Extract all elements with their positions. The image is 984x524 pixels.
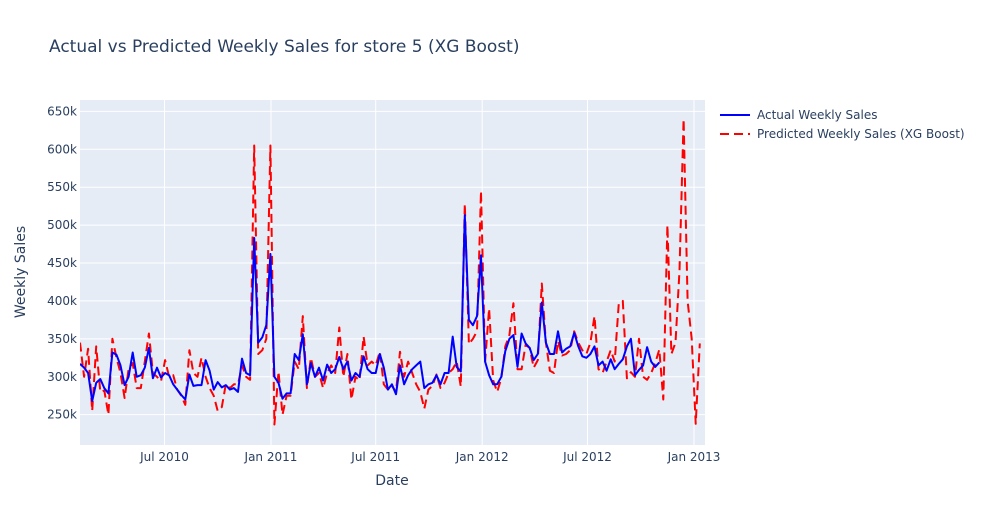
x-tick-label: Jan 2011 bbox=[244, 450, 298, 464]
y-tick-label: 300k bbox=[47, 370, 77, 384]
y-tick-label: 650k bbox=[47, 104, 77, 118]
y-tick-label: 550k bbox=[47, 180, 77, 194]
legend: Actual Weekly Sales Predicted Weekly Sal… bbox=[720, 108, 965, 141]
x-tick-label: Jul 2012 bbox=[562, 450, 612, 464]
series-layer bbox=[80, 118, 701, 426]
x-tick-label: Jan 2013 bbox=[667, 450, 721, 464]
x-tick-label: Jan 2012 bbox=[455, 450, 509, 464]
y-axis-ticks: 250k 300k 350k 400k 450k 500k 550k 600k 650k bbox=[47, 104, 77, 421]
y-tick-label: 500k bbox=[47, 218, 77, 232]
y-tick-label: 400k bbox=[47, 294, 77, 308]
chart-title: Actual vs Predicted Weekly Sales for sto… bbox=[49, 37, 519, 57]
x-tick-label: Jul 2010 bbox=[139, 450, 189, 464]
series-line-predicted[interactable] bbox=[80, 118, 701, 426]
x-axis-title: Date bbox=[375, 473, 408, 489]
legend-label-predicted[interactable]: Predicted Weekly Sales (XG Boost) bbox=[757, 127, 965, 141]
y-tick-label: 250k bbox=[47, 408, 77, 422]
y-axis-title: Weekly Sales bbox=[13, 226, 29, 318]
legend-label-actual[interactable]: Actual Weekly Sales bbox=[757, 108, 877, 122]
plot-area bbox=[80, 100, 705, 445]
y-tick-label: 450k bbox=[47, 256, 77, 270]
x-axis-ticks: Jul 2010 Jan 2011 Jul 2011 Jan 2012 Jul 2012… bbox=[139, 450, 720, 464]
y-tick-label: 600k bbox=[47, 142, 77, 156]
y-tick-label: 350k bbox=[47, 332, 77, 346]
series-line-actual[interactable] bbox=[80, 214, 661, 402]
x-tick-label: Jul 2011 bbox=[350, 450, 400, 464]
